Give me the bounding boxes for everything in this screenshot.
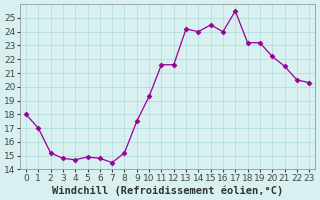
X-axis label: Windchill (Refroidissement éolien,°C): Windchill (Refroidissement éolien,°C)	[52, 185, 283, 196]
